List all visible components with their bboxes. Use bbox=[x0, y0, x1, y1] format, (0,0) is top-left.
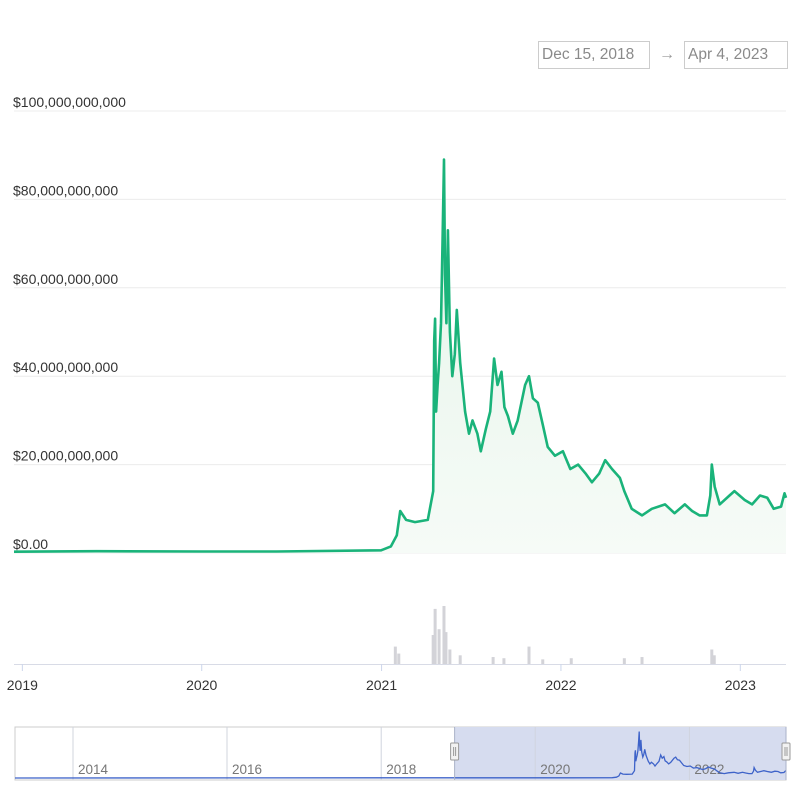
x-tick-label: 2020 bbox=[186, 677, 217, 693]
range-navigator[interactable]: 2014 2016 2018 2020 2022 bbox=[14, 726, 791, 781]
range-arrow-icon: → bbox=[659, 46, 675, 63]
navigator-tick-label: 2014 bbox=[78, 762, 109, 777]
navigator-tick-label: 2022 bbox=[694, 762, 724, 777]
x-tick-label: 2023 bbox=[725, 677, 756, 693]
volume-bar bbox=[448, 649, 452, 664]
volume-bar bbox=[444, 632, 448, 664]
volume-bar bbox=[437, 629, 441, 664]
volume-bar bbox=[442, 606, 446, 664]
volume-bar bbox=[710, 649, 714, 664]
navigator-selection[interactable] bbox=[454, 727, 786, 780]
y-tick-label: $20,000,000,000 bbox=[13, 448, 118, 464]
y-tick-label: $0.00 bbox=[13, 536, 48, 552]
volume-bar bbox=[640, 657, 644, 664]
volume-bar bbox=[527, 646, 531, 664]
price-series-line bbox=[13, 158, 788, 553]
x-tick-label: 2021 bbox=[366, 677, 397, 693]
navigator-tick-label: 2016 bbox=[232, 762, 262, 777]
volume-bar bbox=[569, 658, 573, 664]
volume-bar bbox=[431, 635, 435, 664]
handle-grip[interactable] bbox=[781, 742, 791, 761]
x-axis: 2019 2020 2021 2022 2023 bbox=[7, 664, 756, 693]
volume-bar bbox=[393, 646, 397, 664]
volume-bar bbox=[397, 653, 401, 664]
from-date-input[interactable]: Dec 15, 2018 bbox=[538, 41, 650, 69]
x-tick-label: 2019 bbox=[7, 677, 38, 693]
navigator-series-line bbox=[14, 731, 787, 779]
volume-bars bbox=[14, 606, 786, 665]
y-tick-label: $60,000,000,000 bbox=[13, 271, 118, 287]
handle-grip[interactable] bbox=[450, 742, 460, 761]
navigator-left-handle[interactable] bbox=[450, 742, 460, 761]
volume-bar bbox=[458, 655, 462, 664]
x-tick-label: 2022 bbox=[545, 677, 576, 693]
price-area-fill bbox=[14, 159, 786, 553]
navigator-right-handle[interactable] bbox=[781, 742, 791, 761]
volume-bar bbox=[712, 655, 716, 664]
y-tick-label: $40,000,000,000 bbox=[13, 359, 118, 375]
volume-bar bbox=[622, 658, 626, 664]
y-tick-label: $80,000,000,000 bbox=[13, 182, 118, 198]
volume-bar bbox=[502, 658, 506, 664]
navigator-tick-label: 2018 bbox=[386, 762, 416, 777]
y-gridlines bbox=[14, 110, 786, 554]
date-range-selector: Dec 15, 2018 → Apr 4, 2023 bbox=[538, 41, 788, 69]
volume-bar bbox=[491, 657, 495, 664]
y-tick-label: $100,000,000,000 bbox=[13, 94, 126, 110]
navigator-tick-label: 2020 bbox=[540, 762, 570, 777]
volume-bar bbox=[433, 608, 437, 664]
volume-bar bbox=[541, 659, 545, 664]
to-date-input[interactable]: Apr 4, 2023 bbox=[684, 41, 788, 69]
y-axis-labels: $0.00 $20,000,000,000 $40,000,000,000 $60,0… bbox=[13, 94, 126, 552]
